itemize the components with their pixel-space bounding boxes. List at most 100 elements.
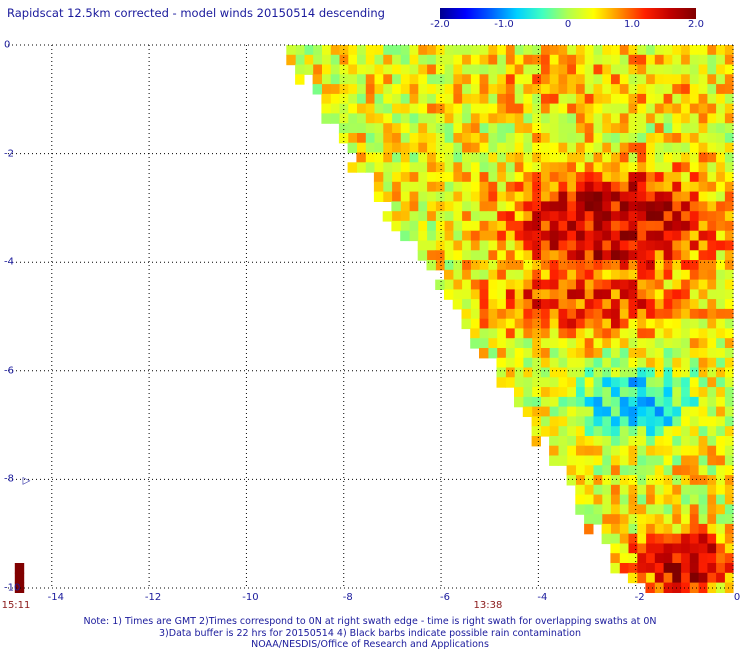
heatmap-cell — [715, 113, 725, 124]
heatmap-cell — [610, 54, 620, 66]
heatmap-cell — [312, 45, 322, 56]
heatmap-cell — [627, 543, 638, 554]
heatmap-cell — [671, 162, 682, 173]
heatmap-cell — [689, 357, 699, 369]
heatmap-cell — [505, 338, 515, 349]
heatmap-cell — [654, 406, 664, 417]
heatmap-cell — [496, 348, 506, 359]
heatmap-cell — [724, 45, 734, 56]
heatmap-cell — [584, 416, 594, 427]
heatmap-cell — [724, 64, 734, 75]
heatmap-cell — [610, 318, 620, 330]
heatmap-cell — [391, 220, 401, 232]
heatmap-cell — [662, 220, 673, 232]
heatmap-cell — [662, 475, 673, 486]
heatmap-cell — [636, 357, 647, 369]
heatmap-cell — [654, 563, 664, 574]
heatmap-cell — [540, 250, 550, 261]
heatmap-cell — [680, 582, 690, 593]
heatmap-cell — [347, 84, 357, 95]
heatmap-cell — [592, 436, 603, 447]
heatmap-cell — [444, 54, 454, 66]
heatmap-cell — [689, 406, 699, 417]
heatmap-cell — [610, 426, 620, 437]
heatmap-cell — [461, 84, 471, 95]
heatmap-cell — [654, 582, 664, 593]
heatmap-cell — [636, 133, 647, 144]
heatmap-cell — [654, 201, 664, 212]
heatmap-cell — [435, 240, 445, 251]
heatmap-cell — [689, 387, 699, 398]
heatmap-cell — [426, 191, 436, 202]
heatmap-cell — [575, 84, 585, 95]
heatmap-cell — [619, 201, 629, 212]
heatmap-cell — [724, 396, 734, 408]
heatmap-cell — [601, 396, 611, 408]
heatmap-cell — [522, 64, 533, 75]
heatmap-cell — [627, 220, 638, 232]
heatmap-cell — [592, 191, 603, 202]
heatmap-cell — [522, 230, 533, 242]
heatmap-cell — [610, 45, 620, 56]
heatmap-cell — [452, 269, 463, 281]
heatmap-cell — [680, 299, 690, 310]
heatmap-cell — [654, 357, 664, 369]
heatmap-cell — [662, 523, 673, 535]
heatmap-cell — [698, 123, 708, 134]
heatmap-cell — [698, 436, 708, 447]
heatmap-cell — [724, 142, 734, 154]
heatmap-cell — [715, 240, 725, 251]
heatmap-cell — [654, 84, 664, 95]
heatmap-cell — [496, 328, 506, 339]
heatmap-cell — [566, 123, 576, 134]
heatmap-cell — [496, 74, 506, 85]
heatmap-cell — [610, 260, 620, 271]
heatmap-cell — [514, 45, 524, 56]
heatmap-cell — [382, 152, 393, 163]
heatmap-cell — [522, 133, 533, 144]
heatmap-cell — [566, 436, 576, 447]
heatmap-cell — [706, 582, 717, 593]
heatmap-cell — [645, 299, 655, 310]
heatmap-cell — [636, 543, 647, 554]
heatmap-cell — [627, 523, 638, 535]
heatmap-cell — [645, 172, 655, 183]
heatmap-cell — [470, 181, 480, 193]
heatmap-cell — [680, 308, 690, 320]
heatmap-cell — [698, 416, 708, 427]
heatmap-cell — [698, 152, 708, 163]
heatmap-cell — [706, 396, 717, 408]
heatmap-cell — [575, 504, 585, 515]
heatmap-cell — [470, 328, 480, 339]
heatmap-cell — [680, 201, 690, 212]
heatmap-cell — [662, 318, 673, 330]
heatmap-cell — [514, 201, 524, 212]
heatmap-cell — [671, 553, 682, 564]
heatmap-cell — [619, 103, 629, 114]
heatmap-cell — [566, 328, 576, 339]
heatmap-cell — [610, 465, 620, 476]
heatmap-cell — [426, 113, 436, 124]
heatmap-cell — [584, 387, 594, 398]
heatmap-cell — [645, 533, 655, 545]
heatmap-cell — [566, 465, 576, 476]
heatmap-cell — [522, 250, 533, 261]
heatmap-cell — [592, 64, 603, 75]
heatmap-cell — [706, 133, 717, 144]
heatmap-cell — [689, 436, 699, 447]
heatmap-cell — [549, 269, 559, 281]
heatmap-cell — [522, 318, 533, 330]
heatmap-cell — [706, 64, 717, 75]
heatmap-cell — [522, 308, 533, 320]
heatmap-cell — [557, 93, 568, 105]
heatmap-cell — [522, 328, 533, 339]
heatmap-cell — [645, 240, 655, 251]
heatmap-cell — [557, 113, 568, 124]
heatmap-cell — [444, 152, 454, 163]
heatmap-cell — [671, 64, 682, 75]
heatmap-cell — [505, 269, 515, 281]
heatmap-cell — [654, 142, 664, 154]
heatmap-cell — [479, 172, 489, 183]
y-tick-label: -6 — [4, 365, 14, 377]
heatmap-cell — [461, 54, 471, 66]
